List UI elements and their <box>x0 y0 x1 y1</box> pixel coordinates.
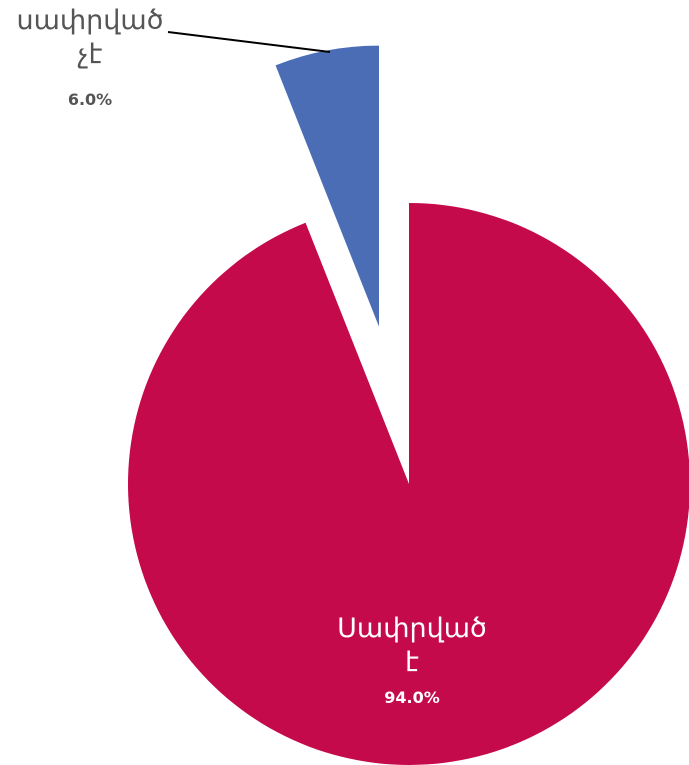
pie-slice <box>275 45 379 327</box>
leader-line <box>167 31 331 53</box>
slice-label: սափրված չէ <box>16 5 164 70</box>
slice-value-label: 6.0% <box>67 90 113 109</box>
slice-label: Սափրված է <box>337 613 487 678</box>
pie-slice <box>128 203 689 765</box>
slice-value-label: 94.0% <box>384 688 440 707</box>
